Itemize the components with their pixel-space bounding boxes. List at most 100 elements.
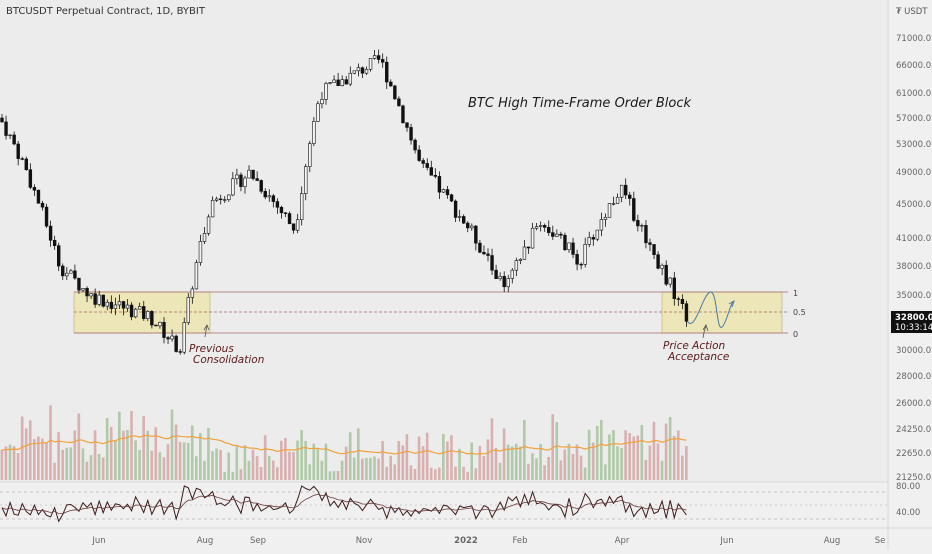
- candle-body: [97, 294, 101, 305]
- candle-body: [295, 219, 300, 231]
- candle-body: [607, 203, 612, 218]
- price-tick-label: 71000.0: [896, 34, 931, 44]
- level-label-0-5: 0.5: [793, 308, 806, 317]
- volume-bar: [259, 466, 263, 480]
- volume-bar: [41, 438, 44, 480]
- volume-bar: [470, 442, 473, 480]
- volume-bar: [243, 445, 247, 480]
- volume-bar: [296, 440, 299, 480]
- candle-body: [65, 272, 69, 277]
- candle-body: [640, 225, 644, 227]
- candles: [0, 49, 689, 355]
- candle-body: [587, 237, 591, 245]
- price-tick-label: 38000.0: [896, 262, 931, 272]
- previous-label-line1: Previous: [189, 343, 234, 355]
- candle-body: [243, 177, 247, 187]
- time-tick-label: Sep: [250, 536, 266, 546]
- volume-bar: [344, 446, 348, 480]
- candle-body: [385, 61, 389, 83]
- volume-bar: [73, 430, 77, 480]
- candle-body: [648, 242, 652, 245]
- candle-body: [506, 278, 510, 288]
- volume-bar: [648, 445, 652, 480]
- time-tick-label: Aug: [197, 536, 214, 546]
- volume-bar: [357, 428, 360, 480]
- candle-body: [433, 174, 438, 177]
- candle-body: [644, 225, 648, 244]
- volume-bar: [587, 429, 591, 480]
- currency-label: ₮ USDT: [896, 7, 928, 17]
- candle-body: [490, 255, 494, 271]
- volume-bar: [24, 428, 28, 480]
- candle-body: [20, 158, 24, 160]
- volume-bar: [514, 443, 518, 480]
- volume-bar: [114, 440, 117, 480]
- volume-bar: [235, 446, 239, 480]
- candle-body: [559, 233, 563, 236]
- volume-bar: [644, 459, 648, 480]
- candle-body: [380, 59, 385, 63]
- volume-bar: [446, 441, 449, 480]
- volume-bar: [417, 436, 421, 480]
- candle-body: [48, 225, 53, 241]
- candle-body: [575, 254, 579, 265]
- candle-body: [623, 184, 628, 196]
- volume-bar: [308, 464, 311, 480]
- volume-bar: [142, 416, 145, 480]
- candle-body: [93, 293, 97, 305]
- candle-body: [267, 195, 271, 198]
- candle-body: [44, 206, 49, 227]
- candle-body: [348, 72, 352, 85]
- volume-bar: [608, 434, 611, 480]
- volume-bars: [0, 405, 688, 480]
- price-tick-label: 28000.0: [896, 372, 931, 382]
- volume-bar: [555, 422, 559, 480]
- candle-body: [101, 294, 105, 307]
- volume-bar: [595, 425, 599, 480]
- volume-bar: [498, 462, 502, 480]
- level-label-1: 1: [793, 289, 798, 298]
- volume-bar: [433, 469, 437, 480]
- volume-bar: [656, 443, 660, 480]
- volume-bar: [385, 466, 388, 480]
- volume-bar: [604, 464, 607, 480]
- time-scale[interactable]: Jun Aug Sep Nov 2022 Feb Apr Jun Aug Se: [91, 536, 885, 546]
- volume-bar: [336, 470, 340, 480]
- candle-body: [486, 253, 490, 256]
- volume-bar: [316, 448, 320, 480]
- volume-bar: [636, 435, 640, 480]
- volume-bar: [53, 462, 56, 480]
- volume-bar: [571, 453, 575, 480]
- candle-body: [372, 55, 377, 59]
- candle-body: [202, 233, 207, 242]
- volume-bar: [251, 449, 255, 480]
- volume-bar: [535, 458, 538, 480]
- candle-body: [437, 176, 442, 193]
- volume-bar: [494, 447, 498, 480]
- volume-bar: [134, 440, 137, 480]
- price-scale[interactable]: 71000.0 66000.0 61000.0 57000.0 53000.0 49000…: [896, 34, 931, 483]
- candle-body: [615, 196, 620, 204]
- candle-body: [109, 301, 114, 309]
- candle-body: [16, 143, 20, 159]
- volume-bar: [324, 443, 328, 480]
- candle-body: [538, 225, 543, 227]
- previous-arrow-icon: [204, 325, 208, 338]
- volume-bar: [130, 410, 133, 480]
- candle-body: [445, 189, 450, 196]
- rsi-signal-line: [1, 493, 687, 515]
- volume-bar: [409, 465, 413, 480]
- volume-bar: [462, 466, 465, 480]
- volume-bar: [352, 457, 356, 480]
- volume-bar: [300, 430, 303, 480]
- candle-body: [583, 244, 587, 265]
- candle-body: [344, 79, 348, 85]
- candle-body: [470, 225, 474, 229]
- volume-bar: [45, 442, 48, 480]
- candle-body: [474, 225, 478, 244]
- candle-body: [664, 264, 668, 285]
- candle-body: [393, 85, 397, 100]
- candle-body: [312, 121, 316, 144]
- volume-bar: [563, 449, 567, 480]
